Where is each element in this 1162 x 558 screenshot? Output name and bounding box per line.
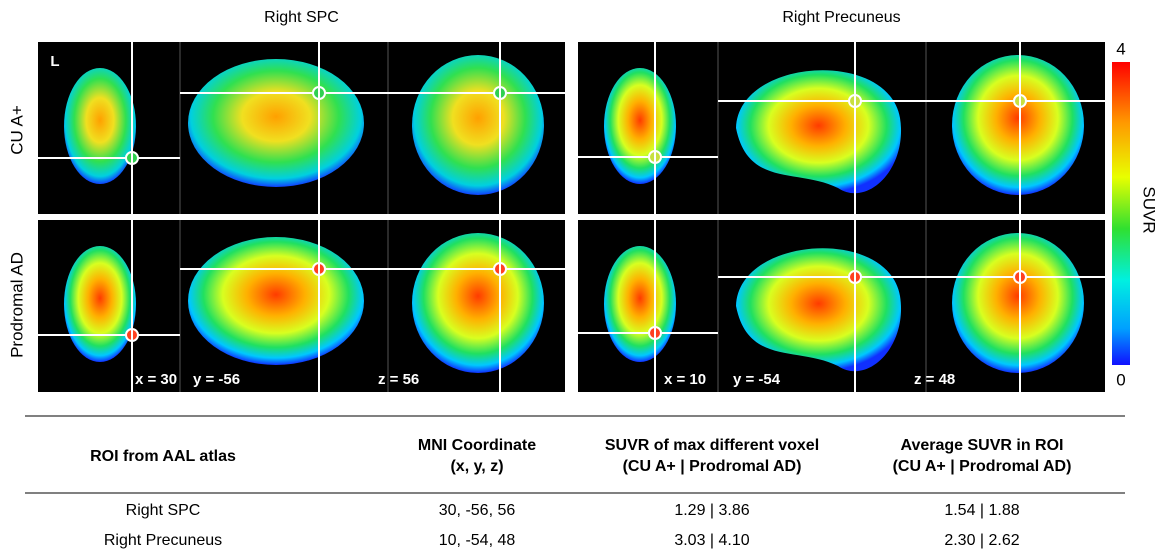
table-header: Average SUVR in ROI <box>900 437 1063 454</box>
slice-coordinate: x = 30 <box>135 371 177 388</box>
slice-coordinate: z = 48 <box>914 371 955 388</box>
sagittal-slice <box>188 237 364 365</box>
table-cell: 30, -56, 56 <box>439 502 516 519</box>
panel-title: Right SPC <box>264 9 339 26</box>
table-header: SUVR of max different voxel <box>605 437 819 454</box>
panel-title: Right Precuneus <box>782 9 900 26</box>
table-header: (x, y, z) <box>450 458 503 475</box>
colorbar-min: 0 <box>1116 370 1125 389</box>
colorbar-label: SUVR <box>1140 186 1159 233</box>
table-cell: Right Precuneus <box>104 532 222 549</box>
row-label: Prodromal AD <box>7 252 26 358</box>
table-cell: 1.29 | 3.86 <box>674 502 749 519</box>
slice-coordinate: x = 10 <box>664 371 706 388</box>
axial-slice <box>64 68 136 184</box>
colorbar <box>1112 62 1130 365</box>
colorbar-max: 4 <box>1116 39 1125 58</box>
axial-slice <box>64 246 136 362</box>
page: {"panels": [ {"title": "Right SPC", "coo… <box>0 0 1162 553</box>
figure: Right SPC x = 30 y = -56 z = 56 Right Precun… <box>0 0 1162 553</box>
slice-coordinate: y = -56 <box>193 371 240 388</box>
axial-slice <box>604 246 676 362</box>
coronal-slice <box>412 233 544 373</box>
coronal-slice <box>952 233 1084 373</box>
coronal-slice <box>952 55 1084 195</box>
orientation-label: L <box>50 53 59 70</box>
table-cell: Right SPC <box>126 502 201 519</box>
table-cell: 3.03 | 4.10 <box>674 532 749 549</box>
table-cell: 2.30 | 2.62 <box>944 532 1019 549</box>
slice-coordinate: z = 56 <box>378 371 419 388</box>
table-cell: 1.54 | 1.88 <box>944 502 1019 519</box>
table-header: MNI Coordinate <box>418 437 536 454</box>
table-header: (CU A+ | Prodromal AD) <box>893 458 1072 475</box>
table-cell: 10, -54, 48 <box>439 532 516 549</box>
coronal-slice <box>412 55 544 195</box>
slice-coordinate: y = -54 <box>733 371 781 388</box>
sagittal-slice <box>188 59 364 187</box>
table-header: (CU A+ | Prodromal AD) <box>623 458 802 475</box>
axial-slice <box>604 68 676 184</box>
row-label: CU A+ <box>7 105 26 155</box>
table-header: ROI from AAL atlas <box>90 448 236 465</box>
